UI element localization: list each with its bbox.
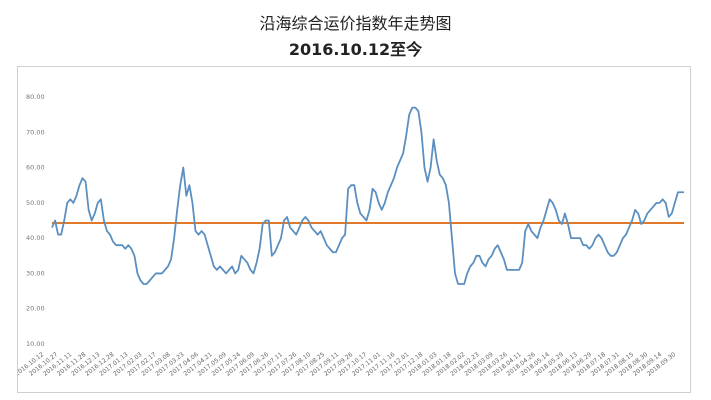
y-tick-label: 80.00 (26, 93, 45, 101)
y-tick-label: 60.00 (26, 164, 45, 172)
y-tick-label: 40.00 (26, 234, 45, 242)
chart-frame: 10.00 20.00 30.00 40.00 50.00 60.00 70.00 80.00… (17, 66, 691, 393)
y-tick-label: 30.00 (26, 269, 45, 277)
chart-subtitle: 2016.10.12至今 (288, 40, 423, 59)
chart-title: 沿海综合运价指数年走势图 (259, 14, 452, 33)
line-chart: 10.00 20.00 30.00 40.00 50.00 60.00 70.00 80.00… (18, 93, 684, 378)
index-series-line (51, 106, 684, 285)
y-tick-label: 10.00 (26, 340, 45, 348)
y-tick-label: 70.00 (26, 128, 45, 136)
y-tick-label: 50.00 (26, 199, 45, 207)
y-tick-label: 20.00 (26, 305, 45, 313)
